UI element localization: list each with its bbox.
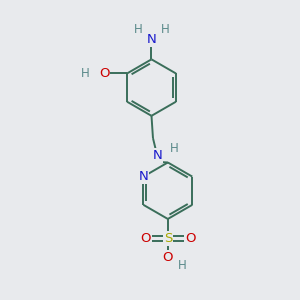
Text: S: S xyxy=(164,232,172,245)
Text: H: H xyxy=(169,142,178,155)
Text: H: H xyxy=(134,23,142,36)
Text: O: O xyxy=(163,251,173,264)
Text: H: H xyxy=(160,23,169,36)
Text: O: O xyxy=(99,67,110,80)
Text: N: N xyxy=(153,149,162,162)
Text: H: H xyxy=(178,260,187,272)
Text: O: O xyxy=(185,232,195,245)
Text: O: O xyxy=(140,232,151,245)
Text: N: N xyxy=(139,170,148,183)
Text: H: H xyxy=(81,67,90,80)
Text: N: N xyxy=(147,33,156,46)
